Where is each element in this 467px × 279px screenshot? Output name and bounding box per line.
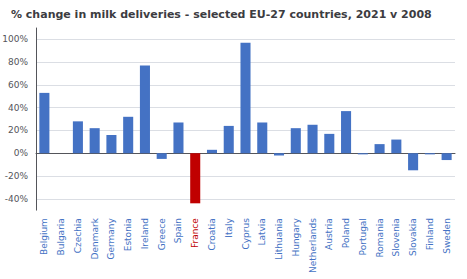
svg-text:% change in milk deliveries -: % change in milk deliveries - selected E… [11, 8, 432, 21]
svg-text:Slovakia: Slovakia [408, 218, 418, 256]
svg-text:40%: 40% [8, 103, 28, 113]
svg-text:Sweden: Sweden [442, 218, 452, 254]
svg-text:Portugal: Portugal [358, 218, 368, 255]
svg-text:Poland: Poland [341, 218, 351, 248]
svg-text:Croatia: Croatia [207, 218, 217, 250]
svg-text:80%: 80% [8, 57, 28, 67]
svg-text:Germany: Germany [106, 217, 116, 259]
svg-text:Spain: Spain [173, 218, 183, 243]
svg-text:Italy: Italy [224, 217, 234, 237]
svg-text:Hungary: Hungary [291, 217, 301, 256]
svg-text:20%: 20% [8, 125, 28, 135]
svg-text:100%: 100% [2, 34, 28, 44]
svg-text:France: France [190, 218, 200, 248]
svg-text:Czechia: Czechia [73, 218, 83, 253]
svg-text:Greece: Greece [157, 218, 167, 250]
svg-text:0%: 0% [14, 148, 29, 158]
svg-text:Bulgaria: Bulgaria [56, 218, 66, 255]
svg-text:Slovenia: Slovenia [391, 218, 401, 256]
svg-text:Netherlands: Netherlands [308, 218, 318, 273]
svg-text:Finland: Finland [425, 218, 435, 250]
svg-text:-40%: -40% [5, 194, 29, 204]
svg-text:Ireland: Ireland [140, 218, 150, 249]
svg-text:Austria: Austria [324, 218, 334, 250]
svg-text:Denmark: Denmark [90, 217, 100, 259]
svg-text:60%: 60% [8, 80, 28, 90]
svg-text:Romania: Romania [375, 218, 385, 257]
svg-text:Cyprus: Cyprus [241, 218, 251, 250]
svg-text:Estonia: Estonia [123, 218, 133, 251]
svg-text:Belgium: Belgium [39, 218, 49, 255]
svg-text:Latvia: Latvia [257, 218, 267, 245]
svg-text:Lithuania: Lithuania [274, 218, 284, 260]
svg-text:-20%: -20% [5, 171, 29, 181]
